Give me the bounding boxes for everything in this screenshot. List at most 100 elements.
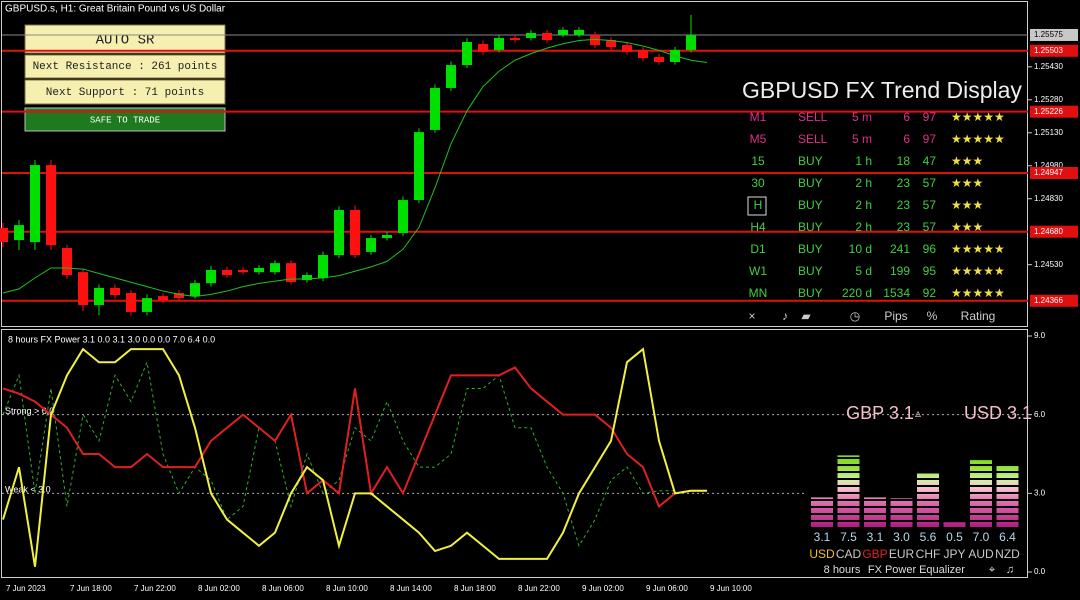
equalizer-footer[interactable]: ⌖: [989, 564, 995, 576]
candle-body: [638, 49, 648, 59]
candle-body: [622, 45, 632, 52]
trend-cell: ★★★★★: [951, 264, 1005, 278]
candle-body: [78, 272, 88, 306]
trend-cell: 2 h: [855, 220, 872, 234]
trend-cell: 23: [897, 220, 911, 234]
x-tick-label: 8 Jun 14:00: [390, 584, 432, 593]
trend-footer: %: [927, 309, 938, 323]
trend-cell: ★★★: [951, 154, 983, 168]
candle-body: [190, 283, 200, 297]
indicator-frame: [1, 329, 1028, 578]
currency-label: JPY: [943, 547, 965, 561]
trend-cell: 30: [751, 176, 765, 190]
power-line: [2, 360, 675, 547]
trend-cell: 5 m: [852, 132, 872, 146]
trend-title: GBPUSD FX Trend Display: [742, 77, 1022, 103]
trend-footer[interactable]: ◷: [850, 309, 860, 323]
price-frame: [1, 1, 1028, 327]
x-tick-label: 7 Jun 18:00: [70, 584, 112, 593]
trend-cell: 23: [897, 176, 911, 190]
candle-body: [334, 209, 344, 256]
trend-cell: ★★★★★: [951, 110, 1005, 124]
trend-cell: 6: [903, 132, 910, 146]
equalizer-bar: [811, 497, 833, 527]
trend-cell: ★★★: [951, 176, 983, 190]
trend-cell: M5: [750, 132, 767, 146]
candle-body: [14, 225, 24, 241]
panel-resistance: Next Resistance : 261 points: [33, 61, 218, 73]
level-tag: [1030, 167, 1078, 180]
equalizer-headline: GBP 3.1: [846, 403, 914, 423]
trend-cell: ★★★★★: [951, 286, 1005, 300]
trend-cell: D1: [750, 242, 766, 256]
price-tag: [1030, 28, 1078, 41]
x-tick-label: 9 Jun 02:00: [582, 584, 624, 593]
candle-body: [46, 165, 56, 246]
equalizer-bar: [996, 465, 1019, 527]
candle-body: [238, 269, 248, 273]
trend-cell: 241: [890, 242, 910, 256]
candle-body: [350, 209, 360, 256]
x-tick-label: 8 Jun 02:00: [198, 584, 240, 593]
candle-body: [318, 255, 328, 279]
equalizer-bar: [890, 498, 913, 527]
panel-box: [24, 54, 226, 79]
candle-body: [270, 263, 280, 273]
chart-header: GBPUSD.s, H1: Great Britain Pound vs US …: [5, 4, 226, 15]
equalizer-value: 5.6: [920, 530, 937, 544]
currency-label: EUR: [889, 547, 915, 561]
panel-status: SAFE TO TRADE: [90, 115, 160, 125]
trend-cell: 10 d: [849, 242, 872, 256]
equalizer-footer: 8 hours: [824, 564, 861, 576]
trend-cell: 1 h: [855, 154, 872, 168]
trend-cell: ★★★: [951, 220, 983, 234]
panel-box: [24, 24, 226, 54]
level-label: Weak < 3.0: [5, 485, 51, 495]
candle-body: [30, 165, 40, 243]
candle-body: [590, 34, 600, 46]
trend-cell: 5 m: [852, 110, 872, 124]
x-tick-label: 8 Jun 06:00: [262, 584, 304, 593]
trend-cell: 97: [923, 110, 937, 124]
level-label: Strong > 6.0: [5, 406, 54, 416]
x-tick-label: 7 Jun 22:00: [134, 584, 176, 593]
candle-body: [254, 267, 264, 273]
moving-average: [2, 38, 708, 298]
trend-footer: Pips: [884, 309, 907, 323]
y-tick-label: 1.25280: [1034, 95, 1063, 104]
trend-footer[interactable]: ▰: [801, 309, 811, 323]
candle-body: [206, 269, 216, 284]
trend-cell: W1: [749, 264, 767, 278]
candle-body: [526, 32, 536, 39]
trend-cell: 6: [903, 110, 910, 124]
trend-cell: BUY: [798, 198, 823, 212]
price-label: 1.25575: [1034, 30, 1063, 39]
equalizer-headline: USD 3.1: [964, 403, 1032, 423]
candle-body: [446, 65, 456, 88]
trend-footer[interactable]: ♪: [782, 309, 788, 323]
trend-cell: H4: [750, 220, 766, 234]
candle-body: [158, 296, 168, 301]
level-label: 1.25503: [1034, 46, 1063, 55]
x-tick-label: 8 Jun 10:00: [326, 584, 368, 593]
power-line: [2, 347, 707, 567]
equalizer-headline: ▵: [915, 406, 921, 420]
x-tick-label: 9 Jun 10:00: [710, 584, 752, 593]
trend-cell: 18: [897, 154, 911, 168]
candle-body: [110, 287, 120, 296]
trend-cell: SELL: [798, 132, 828, 146]
equalizer-value: 7.0: [973, 530, 990, 544]
x-tick-label: 7 Jun 2023: [6, 584, 46, 593]
equalizer-bar: [837, 455, 860, 527]
currency-label: GBP: [862, 547, 887, 561]
trend-footer[interactable]: ×: [748, 309, 755, 323]
y-tick-label: 0.0: [1034, 567, 1046, 576]
equalizer-value: 0.5: [946, 530, 963, 544]
trend-cell: 97: [923, 132, 937, 146]
candle-body: [302, 275, 312, 281]
equalizer-value: 3.1: [814, 530, 831, 544]
equalizer-footer[interactable]: ♫: [1006, 564, 1014, 576]
candle-body: [366, 238, 376, 252]
equalizer-value: 6.4: [999, 530, 1016, 544]
